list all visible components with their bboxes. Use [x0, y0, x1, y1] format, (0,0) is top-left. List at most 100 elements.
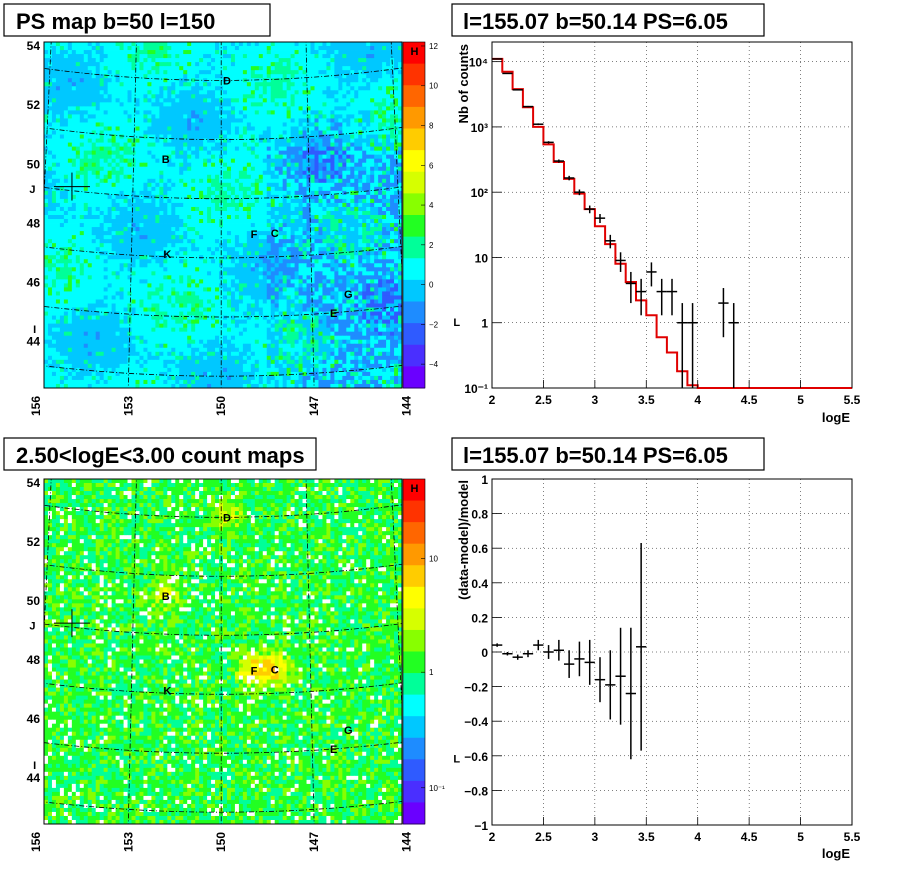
psmap-cell: [51, 118, 57, 123]
psmap-cell: [63, 263, 69, 268]
psmap-cell: [234, 110, 240, 115]
psmap-cell: [362, 178, 367, 184]
psmap-cell: [155, 130, 160, 135]
psmap-cell: [75, 90, 81, 95]
psmap-cell: [179, 243, 184, 248]
psmap-cell: [135, 170, 140, 176]
psmap-cell: [179, 62, 184, 67]
psmap-cell: [79, 74, 85, 79]
psmap-cell: [338, 190, 343, 196]
psmap-cell: [107, 166, 113, 172]
psmap-cell: [91, 142, 97, 147]
psmap-cell: [203, 142, 208, 147]
psmap-cell: [131, 122, 136, 127]
psmap-cell: [71, 102, 77, 107]
psmap-cell: [282, 186, 288, 192]
psmap-cell: [107, 255, 113, 260]
psmap-cell: [55, 235, 61, 240]
psmap-cell: [55, 170, 61, 176]
psmap-cell: [298, 54, 303, 59]
psmap-cell: [111, 231, 116, 236]
psmap-cell: [302, 215, 307, 220]
psmap-cell: [278, 130, 284, 135]
psmap-cell: [159, 231, 164, 236]
psmap-cell: [346, 94, 351, 99]
psmap-cell: [187, 206, 192, 212]
psmap-cell: [131, 42, 136, 47]
psmap-cell: [302, 134, 307, 139]
psmap-cell: [87, 170, 93, 176]
psmap-cell: [366, 259, 371, 264]
psmap-cell: [294, 190, 299, 196]
psmap-cell: [87, 142, 93, 147]
psmap-cell: [394, 190, 399, 196]
psmap-cell: [59, 86, 65, 91]
psmap-cell: [394, 239, 399, 244]
psmap-cell: [59, 194, 65, 200]
psmap-cell: [378, 190, 383, 196]
psmap-cell: [147, 90, 152, 95]
psmap-cell: [326, 114, 331, 119]
psmap-cell: [270, 70, 276, 75]
psmap-cell: [286, 158, 292, 164]
psmap-cell: [398, 186, 403, 192]
psmap-cell: [246, 239, 252, 244]
psmap-cell: [151, 178, 156, 184]
psmap-cell: [99, 66, 105, 71]
psmap-cell: [111, 259, 116, 264]
psmap-cell: [103, 194, 109, 200]
psmap-cell: [95, 251, 101, 256]
psmap-cell: [342, 106, 347, 111]
psmap-cell: [362, 166, 367, 172]
psmap-cell: [91, 54, 97, 59]
psmap-cell: [167, 198, 172, 204]
psmap-cell: [246, 158, 252, 164]
psmap-cell: [346, 150, 351, 156]
psmap-cell: [346, 66, 351, 71]
psmap-cell: [374, 66, 379, 71]
psmap-cell: [211, 70, 216, 75]
psmap-cell: [306, 194, 311, 200]
psmap-cell: [191, 74, 196, 79]
psmap-cell: [91, 251, 97, 256]
psmap-cell: [215, 134, 220, 139]
psmap-cell: [215, 255, 220, 260]
psmap-cell: [71, 46, 77, 51]
psmap-cell: [274, 178, 280, 184]
psmap-cell: [67, 130, 73, 135]
psmap-cell: [47, 194, 53, 200]
psmap-cell: [47, 86, 53, 91]
psmap-cell: [366, 126, 371, 131]
psmap-cell: [147, 82, 152, 87]
psmap-cell: [318, 198, 323, 204]
psmap-cell: [91, 130, 97, 135]
psmap-cell: [278, 122, 284, 127]
psmap-cell: [306, 102, 311, 107]
psmap-cell: [163, 247, 168, 252]
psmap-cell: [234, 231, 240, 236]
psmap-cell: [95, 98, 101, 103]
psmap-cell: [294, 106, 299, 111]
psmap-cell: [294, 86, 299, 91]
psmap-cell: [83, 231, 89, 236]
psmap-cell: [139, 186, 144, 192]
psmap-cell: [270, 106, 276, 111]
psmap-cell: [155, 150, 160, 156]
psmap-cell: [294, 110, 299, 115]
psmap-cell: [59, 263, 65, 268]
psmap-cell: [286, 223, 292, 228]
psmap-cell: [362, 210, 367, 216]
psmap-cell: [187, 50, 192, 55]
psmap-cell: [378, 62, 383, 67]
psmap-cell: [242, 251, 248, 256]
psmap-cell: [242, 174, 248, 180]
psmap-cell: [246, 174, 252, 180]
psmap-cell: [175, 210, 180, 216]
psmap-cell: [262, 255, 268, 260]
psmap-cell: [370, 86, 375, 91]
psmap-cell: [135, 251, 140, 256]
psmap-cell: [350, 66, 355, 71]
psmap-cell: [91, 263, 97, 268]
psmap-cell: [187, 106, 192, 111]
psmap-cell: [83, 58, 89, 63]
